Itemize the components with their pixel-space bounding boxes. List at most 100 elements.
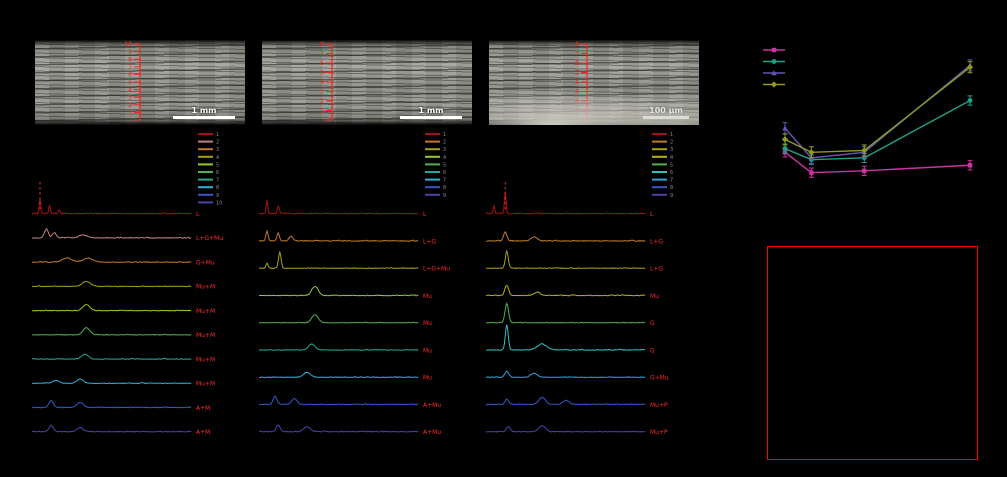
trace-label: L+G [650,238,663,245]
chart-marker [771,70,777,76]
depth-legend-label: 6 [443,170,446,176]
trace-label: L+G [423,238,436,245]
depth-legend-label: 7 [670,178,673,184]
scale-bar-a: 1 mm [173,106,235,119]
ruler-number: 9 [128,49,132,56]
depth-legend-label: 3 [443,147,446,153]
spectrum-trace [258,424,419,433]
depth-legend-label: 4 [670,155,673,161]
chart-marker [862,168,867,173]
ruler-number: 1 [128,110,132,117]
chart-marker [782,146,788,151]
depth-legend-label: 4 [443,155,446,161]
depth-legend-label: 3 [670,147,673,153]
trace-label: Mu+P [650,402,668,409]
trace-label: A+M [196,429,210,436]
ruler-number: 2 [320,98,324,105]
ruler-number: 2 [128,102,132,109]
depth-legend-label: 5 [443,162,446,168]
spectrum-trace [31,424,192,433]
ruler-number: 3 [320,89,324,96]
chart-series-line [784,66,971,154]
ruler-number: 6 [320,60,324,67]
chart-marker [770,81,778,88]
scale-bar-line-a [173,116,235,119]
depth-legend-label: 5 [216,162,219,168]
spectrum-trace [485,425,646,433]
spectrum-trace [485,285,646,297]
ruler-number: 8 [320,41,324,48]
ruler-number: 4 [575,79,579,86]
spectra-panel-b: 1 23 45 6 78 9 L L+G L+G+Mu Mu Mu Mu Mu A+Mu A+Mu [258,132,450,436]
trace-label: A+Mu [423,429,441,436]
ruler-number: 7 [320,51,324,58]
spectrum-trace [31,378,192,385]
depth-legend-label: 9 [670,193,673,199]
depth-legend-label: 8 [443,185,446,191]
ruler-number: 7 [128,64,132,71]
trace-label: A+Mu [423,402,441,409]
depth-legend-label: 6 [216,170,219,176]
micrograph-a: 10 9 8 7 6 5 4 3 2 1 1 mm [35,40,245,125]
scale-bar-label-b: 1 mm [418,106,444,115]
spectrum-trace [485,396,646,406]
scale-bar-c: 100 μm [643,106,689,119]
depth-legend-label: 10 [216,200,222,206]
trace-label: Mu+P [650,429,668,436]
chart-marker [861,147,868,154]
depth-legend-label: 9 [443,193,446,199]
depth-legend-label: 5 [670,162,673,168]
ruler-number: 6 [128,72,132,79]
ruler-number: 10 [124,41,132,48]
trace-label: G+Mu [196,259,215,266]
trace-label: Mu [423,375,432,382]
chart-marker [771,59,777,64]
depth-ruler-b: 8 7 6 5 4 3 2 1 [320,41,333,121]
depth-legend-label: 1 [670,132,673,138]
scale-bar-label-c: 100 μm [649,106,683,115]
depth-legend-label: 7 [443,178,446,184]
trace-label: L+G [650,266,663,273]
spectrum-trace [31,326,192,336]
trace-label: L [423,211,427,218]
depth-legend-label: 2 [443,140,446,146]
ruler-number: 6 [575,60,579,67]
spectrum-trace [258,371,419,379]
depth-legend-label: 7 [216,178,219,184]
trace-label: Mu+M [196,381,215,388]
spectrum-trace [31,399,192,409]
scale-bar-label-a: 1 mm [191,106,217,115]
ruler-number: 5 [320,70,324,77]
scale-bar-b: 1 mm [400,106,462,119]
trace-label: L+G+Mu [423,266,450,273]
chart-series-line [784,64,971,159]
ruler-number: 7 [575,51,579,58]
trace-label: L+G+Mu [196,235,223,242]
spectrum-trace [258,395,419,406]
micrograph-b: 8 7 6 5 4 3 2 1 1 mm [262,40,472,125]
ruler-number: 4 [320,79,324,86]
trace-label: G [650,320,655,327]
spectrum-trace [31,257,192,264]
spectrum-trace [485,249,646,270]
ruler-number: 1 [320,108,324,115]
trace-label: G+Mu [650,375,669,382]
depth-legend-label: 8 [670,185,673,191]
ruler-number: 1 [575,108,579,115]
spectrum-trace [259,250,419,270]
trace-label: Mu [650,293,659,300]
ruler-number: 4 [128,87,132,94]
spectrum-trace [485,324,646,351]
trace-label: Mu [423,293,432,300]
spectrum-trace [31,198,192,215]
spectrum-trace [258,314,419,324]
spectrum-trace [486,302,646,324]
spectra-panel-c: 1 23 45 6 78 9 L L+G L+G Mu G G G+Mu Mu+P Mu+P [485,132,673,436]
chart-series-line [784,99,971,161]
spectrum-trace [258,200,419,215]
depth-legend-label: 3 [216,147,219,153]
ruler-number: 5 [128,79,132,86]
trace-label: Mu+M [196,356,215,363]
